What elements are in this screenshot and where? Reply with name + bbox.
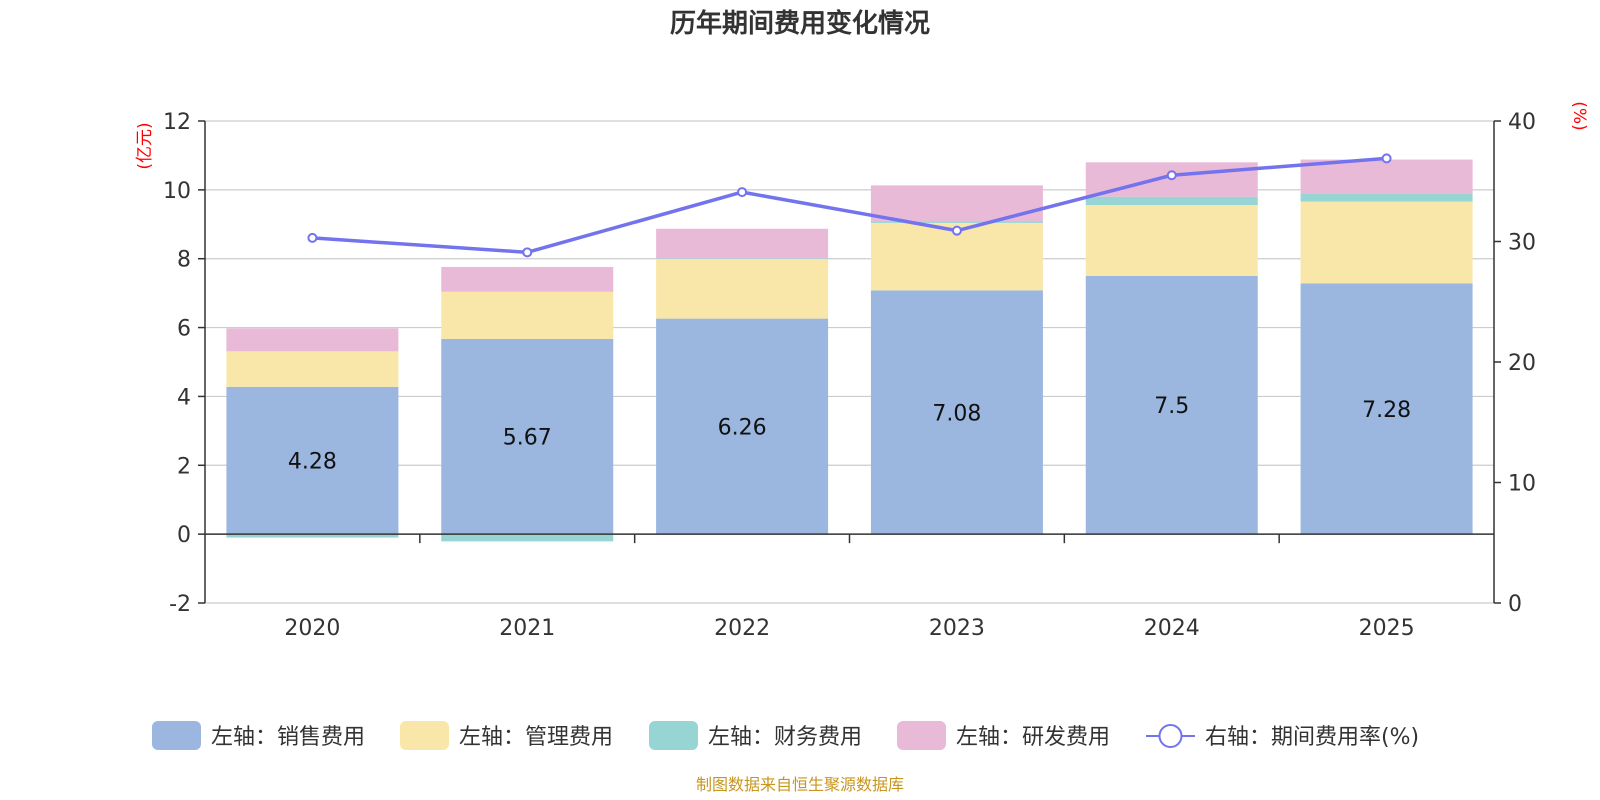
bar-segment-1-2023 (870, 290, 1043, 535)
line-layer (307, 153, 1392, 258)
legend-label-2[interactable]: 左轴：管理费用 (459, 725, 613, 750)
bar-segment-3-2023 (870, 221, 1043, 223)
bar-segment-4-2020 (226, 328, 399, 352)
left-tick-label: 12 (163, 110, 191, 135)
bar-segment-3-2022 (656, 258, 829, 260)
line-point-2022 (737, 187, 748, 198)
line-point-2024 (1166, 170, 1177, 181)
legend-label-4[interactable]: 左轴：研发费用 (956, 725, 1110, 750)
data-label-2020: 4.28 (288, 449, 337, 474)
left-tick-label: -2 (169, 592, 191, 617)
x-tick-label-2023: 2023 (929, 616, 985, 641)
line-point-2021 (522, 247, 533, 258)
line-series (312, 156, 1387, 255)
line-point-2023 (951, 225, 962, 236)
x-tick-label-2025: 2025 (1359, 616, 1415, 641)
x-tick-label-2021: 2021 (499, 616, 555, 641)
bar-segment-3-2021 (441, 534, 614, 542)
left-tick-label: 8 (177, 248, 191, 273)
legend-swatch-2[interactable] (400, 721, 449, 750)
bar-segment-1-2025 (1300, 283, 1473, 535)
legend-label-5[interactable]: 右轴：期间费用率(%) (1205, 725, 1419, 750)
right-tick-label: 10 (1508, 472, 1536, 497)
bar-segment-4-2021 (441, 266, 614, 292)
bar-segment-2-2024 (1085, 205, 1258, 276)
left-tick-label: 10 (163, 179, 191, 204)
bar-segment-1-2020 (226, 386, 399, 535)
bar-segment-1-2024 (1085, 275, 1258, 535)
bar-segment-2-2021 (441, 291, 614, 339)
right-tick-label: 0 (1508, 592, 1522, 617)
left-axis-unit: (亿元) (135, 122, 155, 169)
chart-title: 历年期间费用变化情况 (670, 8, 930, 39)
bar-segment-3-2024 (1085, 196, 1258, 206)
data-labels-layer: 4.28 5.67 6.26 7.08 7.5 7.28 (288, 394, 1411, 474)
line-point-2020 (307, 232, 318, 243)
data-label-2022: 6.26 (718, 415, 767, 440)
left-tick-label: 6 (177, 317, 191, 342)
legend-swatch-4[interactable] (897, 721, 946, 750)
bar-segment-2-2020 (226, 351, 399, 387)
bar-segment-4-2022 (656, 228, 829, 259)
data-label-2023: 7.08 (932, 401, 981, 426)
axes-layer: -2 0 2 4 6 8 10 12 0 10 20 30 40 2020 2021 2022 2023 2024… (163, 110, 1536, 641)
right-tick-label: 30 (1508, 231, 1536, 256)
left-tick-label: 4 (177, 385, 191, 410)
legend-label-3[interactable]: 左轴：财务费用 (708, 725, 862, 750)
legend-swatch-3[interactable] (649, 721, 698, 750)
left-tick-label: 2 (177, 454, 191, 479)
x-tick-label-2020: 2020 (284, 616, 340, 641)
data-label-2025: 7.28 (1362, 398, 1411, 423)
bar-segment-2-2022 (656, 259, 829, 319)
right-axis-unit: (%) (1569, 101, 1589, 130)
right-tick-label: 20 (1508, 351, 1536, 376)
data-label-2024: 7.5 (1154, 394, 1189, 419)
bar-segment-1-2022 (656, 318, 829, 535)
bar-segment-2-2025 (1300, 201, 1473, 284)
right-tick-label: 40 (1508, 110, 1536, 135)
legend-swatch-1[interactable] (152, 721, 201, 750)
bars-layer (226, 159, 1473, 542)
x-tick-label-2022: 2022 (714, 616, 770, 641)
x-tick-label-2024: 2024 (1144, 616, 1200, 641)
legend: 左轴：销售费用 左轴：管理费用 左轴：财务费用 左轴：研发费用 右轴：期间费用率(%) (152, 721, 1419, 750)
source-note: 制图数据来自恒生聚源数据库 (696, 775, 904, 794)
bar-segment-1-2021 (441, 338, 614, 535)
bar-segment-4-2025 (1300, 159, 1473, 194)
bar-segment-3-2025 (1300, 193, 1473, 202)
legend-circle-marker[interactable] (1158, 724, 1183, 748)
bar-segment-3-2020 (226, 534, 399, 538)
legend-label-1[interactable]: 左轴：销售费用 (211, 725, 365, 750)
left-tick-label: 0 (177, 523, 191, 548)
data-label-2021: 5.67 (503, 426, 552, 451)
line-point-2025 (1381, 153, 1392, 164)
